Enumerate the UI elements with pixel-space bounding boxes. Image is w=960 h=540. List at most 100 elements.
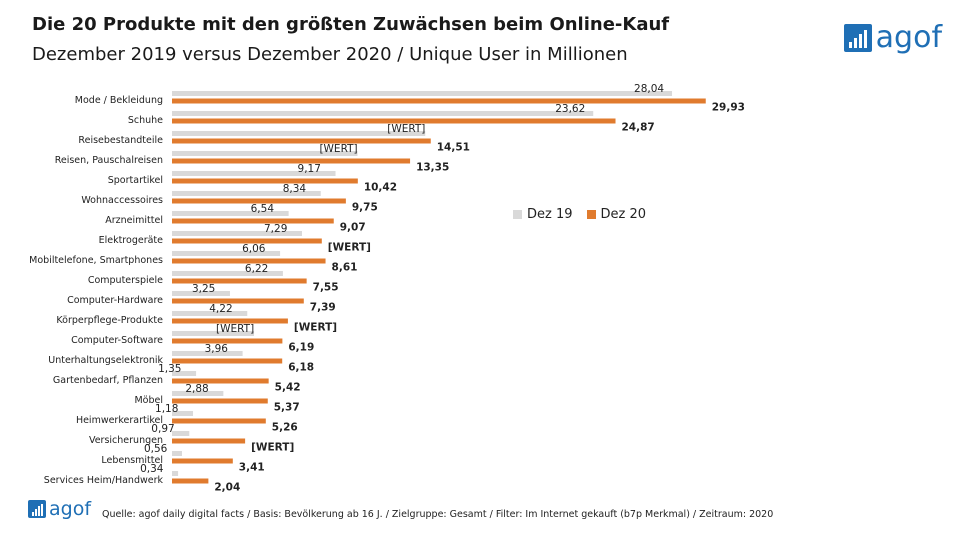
category-label: Gartenbedarf, Pflanzen [53,375,163,386]
category-label: Möbel [134,395,163,406]
bar-dez20 [172,278,307,284]
bar-dez19 [172,151,358,156]
legend-item-dez19: Dez 19 [513,207,573,222]
bar-dez20 [172,378,269,384]
category-label: Reisebestandteile [78,135,163,146]
data-label-dez19: 9,17 [298,163,321,175]
bar-dez19 [172,191,321,196]
data-label-dez20: 5,26 [272,422,298,434]
chart-title: Die 20 Produkte mit den größten Zuwächse… [32,14,670,35]
category-label: Reisen, Pauschalreisen [55,155,163,166]
data-label-dez19: 3,96 [205,343,229,355]
bar-dez20 [172,298,304,304]
bar-dez19 [172,231,303,236]
data-label-dez20: 29,93 [712,102,745,114]
data-label-dez20: 13,35 [416,162,449,174]
bar-dez20 [172,478,209,484]
legend-swatch-dez20 [586,210,596,219]
data-label-dez20: [WERT] [294,322,337,334]
category-label: Mode / Bekleidung [75,95,163,106]
bar-dez19 [172,111,594,116]
data-label-dez20: 9,07 [340,222,366,234]
legend-label-dez19: Dez 19 [527,207,573,222]
category-label: Mobiltelefone, Smartphones [29,255,163,266]
bar-dez19 [172,471,179,476]
data-label-dez20: 3,41 [239,462,265,474]
bar-dez20 [172,438,246,444]
bar-dez19 [172,291,230,296]
data-label-dez20: 24,87 [622,122,655,134]
bar-dez19 [172,271,283,276]
category-label: Lebensmittel [101,455,163,466]
agof-logo-footer: agof [28,498,92,520]
data-label-dez20: 9,75 [352,202,378,214]
bar-dez19 [172,91,673,96]
data-label-dez19: 1,35 [158,363,181,375]
bar-dez20 [172,258,326,264]
bar-dez20 [172,338,283,344]
bar-dez19 [172,311,248,316]
bar-dez19 [172,451,182,456]
data-label-dez19: 4,22 [209,303,232,315]
bar-dez20 [172,138,431,144]
data-label-dez19: [WERT] [216,323,254,335]
data-label-dez19: 28,04 [634,83,664,95]
category-label: Computerspiele [88,275,163,286]
bar-dez20 [172,218,334,224]
data-label-dez19: 6,06 [242,243,266,255]
data-label-dez20: 7,55 [313,282,339,294]
category-label: Unterhaltungselektronik [48,355,163,366]
category-label: Sportartikel [108,175,163,186]
bar-dez20 [172,98,706,104]
bar-chart-icon [28,500,46,518]
bar-dez19 [172,431,190,436]
legend-swatch-dez19 [513,210,522,219]
category-label: Versicherungen [89,435,163,446]
data-label-dez19: 6,54 [251,203,275,215]
bar-dez20 [172,118,616,124]
bar-dez20 [172,418,266,424]
data-label-dez19: 1,18 [155,403,178,415]
category-label: Körperpflege-Produkte [56,315,163,326]
bar-dez20 [172,238,322,244]
bar-dez19 [172,251,281,256]
source-note: Quelle: agof daily digital facts / Basis… [102,509,774,520]
data-label-dez20: 5,37 [274,402,300,414]
bar-dez19 [172,411,194,416]
bar-dez20 [172,178,358,184]
data-label-dez19: 0,56 [144,443,168,455]
category-label: Wohnaccessoires [81,195,163,206]
bar-dez19 [172,131,426,136]
data-label-dez19: 0,34 [140,463,164,475]
category-label: Computer-Hardware [67,295,163,306]
data-label-dez19: 6,22 [245,263,268,275]
legend: Dez 19 Dez 20 [513,207,660,222]
legend-label-dez20: Dez 20 [600,207,647,222]
data-label-dez20: 6,19 [288,342,314,354]
data-label-dez20: 14,51 [437,142,470,154]
bar-dez20 [172,158,411,164]
logo-text-footer: agof [49,498,92,520]
bar-dez20 [172,198,346,204]
logo-text: agof [875,20,942,55]
data-label-dez19: 23,62 [555,103,585,115]
data-label-dez20: [WERT] [328,242,371,254]
agof-logo: agof [843,20,942,55]
category-label: Heimwerkerartikel [76,415,163,426]
data-label-dez20: 8,61 [332,262,358,274]
data-label-dez19: 0,97 [151,423,174,435]
category-label: Elektrogeräte [99,235,164,246]
legend-item-dez20: Dez 20 [586,207,647,222]
bar-dez19 [172,171,336,176]
bar-dez19 [172,211,289,216]
bar-dez19 [172,391,224,396]
bar-dez20 [172,398,268,404]
data-label-dez20: 2,04 [214,482,240,494]
bar-dez20 [172,458,233,464]
data-label-dez19: 7,29 [264,223,287,235]
bar-chart: Mode / Bekleidung 28,04 29,93 Schuhe 23,62 24… [29,83,745,494]
bar-dez20 [172,358,283,364]
bar-dez19 [172,351,243,356]
data-label-dez19: 2,88 [185,383,208,395]
data-label-dez20: 5,42 [275,382,301,394]
